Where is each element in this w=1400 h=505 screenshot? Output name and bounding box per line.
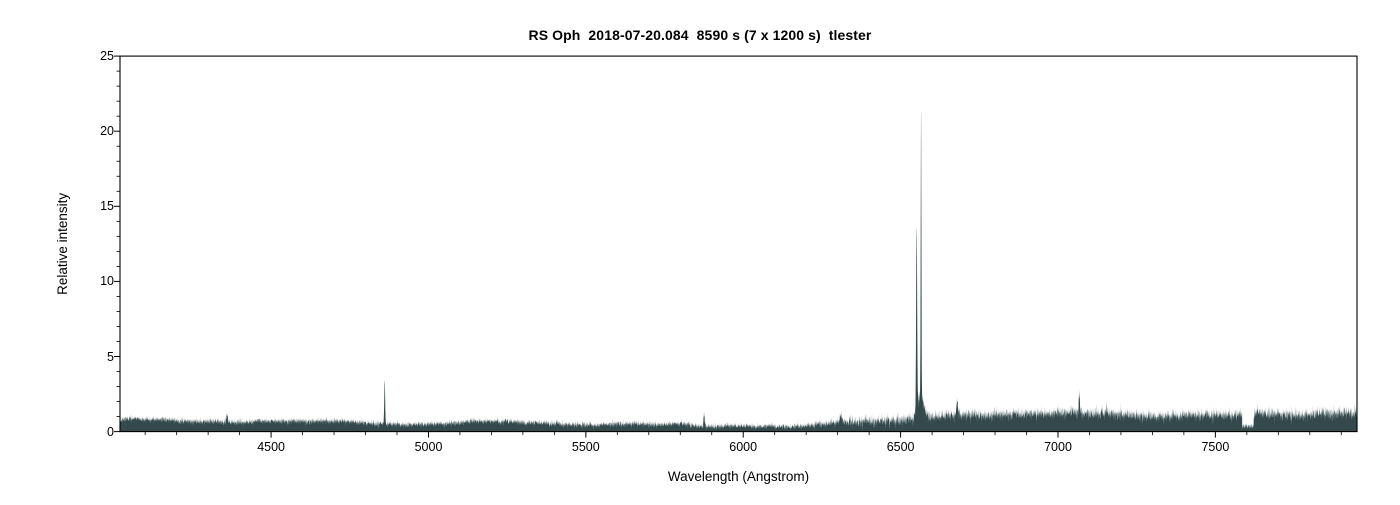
svg-text:Relative intensity: Relative intensity	[55, 193, 70, 295]
